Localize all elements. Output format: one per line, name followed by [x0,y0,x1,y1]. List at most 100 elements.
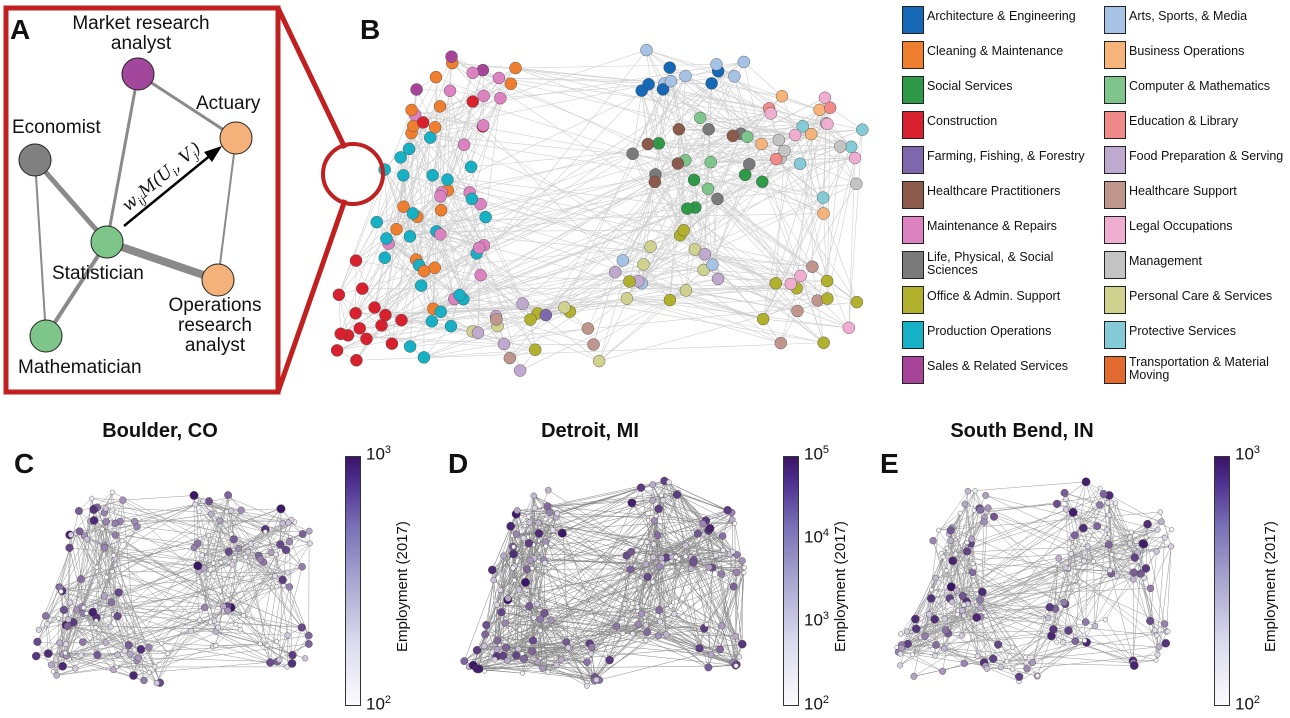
network-node [273,551,279,557]
network-edge [626,298,781,344]
network-node [817,207,830,220]
network-node [938,550,944,556]
network-edge [526,523,703,570]
node-market [121,57,155,91]
network-node [512,651,521,660]
network-edge [213,562,244,616]
network-node [932,652,938,659]
network-node [1165,628,1171,635]
network-node [510,565,516,571]
network-node [528,647,537,656]
network-node [650,554,657,561]
network-edge [531,568,617,627]
network-edge [1032,563,1059,663]
network-edge [204,535,209,608]
network-edge [1037,635,1052,676]
network-edge [413,125,818,301]
network-node [204,497,213,506]
network-node [984,504,992,512]
network-edge [762,181,813,267]
network-edge [1057,560,1084,565]
network-node [502,643,511,652]
network-node [110,666,117,674]
network-edge [452,62,484,97]
network-edge [433,246,651,310]
zoom-line-bottom [275,199,348,393]
network-node [501,619,509,627]
network-nodes [32,489,313,687]
network-node [504,657,511,664]
network-edge [957,614,1157,636]
network-node [1105,500,1111,506]
network-node [565,644,572,651]
network-edge [659,566,672,607]
network-node [262,529,268,535]
network-node [498,651,508,660]
network-node [630,631,636,637]
network-node [511,544,517,550]
network-edge [799,163,828,282]
network-node [33,637,42,646]
network-node [515,586,523,593]
network-edge [36,655,76,669]
network-edge [656,515,706,521]
network-node [634,604,641,610]
network-node [471,326,485,339]
network-node [704,621,710,628]
network-node [961,500,969,508]
network-edge [591,551,632,648]
network-edge [654,81,672,182]
network-edge [1093,543,1143,562]
network-edge [961,599,981,636]
network-node [788,128,802,142]
network-edge [690,533,699,558]
network-node [417,351,431,364]
network-node [642,78,655,91]
network-edge [245,556,303,628]
network-node [545,669,551,675]
network-edge [65,521,295,645]
network-node [79,638,87,646]
network-node [1060,598,1068,607]
network-edge [201,520,220,556]
network-edge [112,492,130,646]
network-edge [950,530,965,553]
network-edge [762,134,796,320]
network-node [608,266,622,279]
network-edge [433,208,688,310]
network-edge [532,640,557,666]
network-node [671,157,685,170]
network-edge [514,580,535,618]
network-node [821,292,834,305]
network-edge [985,495,1075,536]
network-node [281,545,290,554]
network-edge [979,509,1111,571]
network-node [554,510,561,517]
network-edge [202,554,261,560]
network-edge [149,661,278,673]
network-node [1079,523,1088,533]
network-edge [154,619,200,667]
network-edge [979,599,988,669]
label-ops-line3: analyst [184,335,246,356]
network-edge [431,278,719,322]
edge-market-actuary [137,72,237,140]
network-edge [679,113,772,236]
panel-a-diagram: wijM(Ui, Vj) [3,5,348,395]
network-node [534,658,542,666]
network-node [705,77,718,90]
network-edge [609,633,624,661]
legend-label: Legal Occupations [1129,219,1233,233]
network-edge [84,521,107,537]
network-node [349,254,363,267]
network-edge [674,557,677,615]
network-edge [93,520,293,656]
network-edge [102,528,244,616]
network-node [504,77,518,90]
network-edge [441,209,764,320]
network-edge [762,107,831,182]
network-edge [1000,647,1013,667]
cb-detroit-top: 105 [804,444,830,464]
network-edge [652,484,728,511]
network-node [390,223,403,236]
